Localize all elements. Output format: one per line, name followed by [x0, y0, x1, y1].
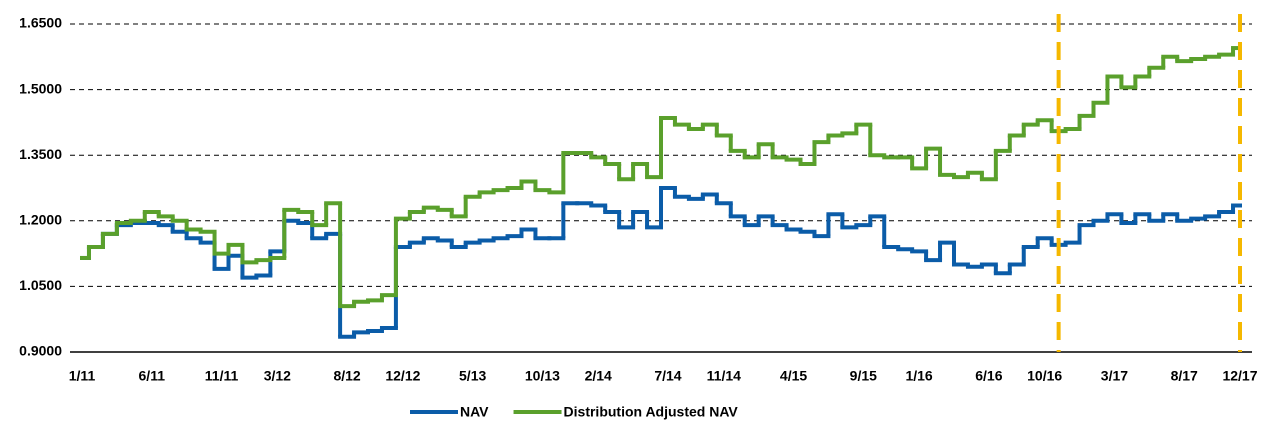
x-tick-label: 3/17: [1101, 368, 1128, 384]
legend-label: Distribution Adjusted NAV: [564, 404, 739, 420]
x-tick-label: 4/15: [780, 368, 807, 384]
x-tick-label: 11/14: [707, 368, 741, 384]
x-tick-label: 3/12: [264, 368, 291, 384]
y-tick-label: 1.5000: [19, 80, 62, 96]
x-tick-label: 1/11: [69, 368, 96, 384]
legend-label: NAV: [460, 404, 489, 420]
y-tick-label: 1.0500: [19, 277, 62, 293]
x-tick-label: 9/15: [850, 368, 877, 384]
x-tick-label: 8/12: [333, 368, 360, 384]
x-tick-label: 2/14: [585, 368, 612, 384]
x-tick-label: 6/11: [139, 368, 166, 384]
x-tick-label: 7/14: [654, 368, 681, 384]
x-tick-label: 10/13: [525, 368, 560, 384]
y-tick-label: 1.2000: [19, 212, 62, 228]
x-tick-label: 8/17: [1171, 368, 1198, 384]
x-tick-label: 12/17: [1222, 368, 1257, 384]
x-tick-label: 1/16: [905, 368, 932, 384]
x-tick-label: 5/13: [459, 368, 486, 384]
y-tick-label: 1.6500: [19, 15, 62, 31]
x-tick-label: 12/12: [385, 368, 420, 384]
x-tick-label: 6/16: [975, 368, 1002, 384]
x-tick-label: 10/16: [1027, 368, 1062, 384]
y-tick-label: 1.3500: [19, 146, 62, 162]
y-tick-label: 0.9000: [19, 343, 62, 359]
x-tick-label: 11/11: [205, 368, 239, 384]
